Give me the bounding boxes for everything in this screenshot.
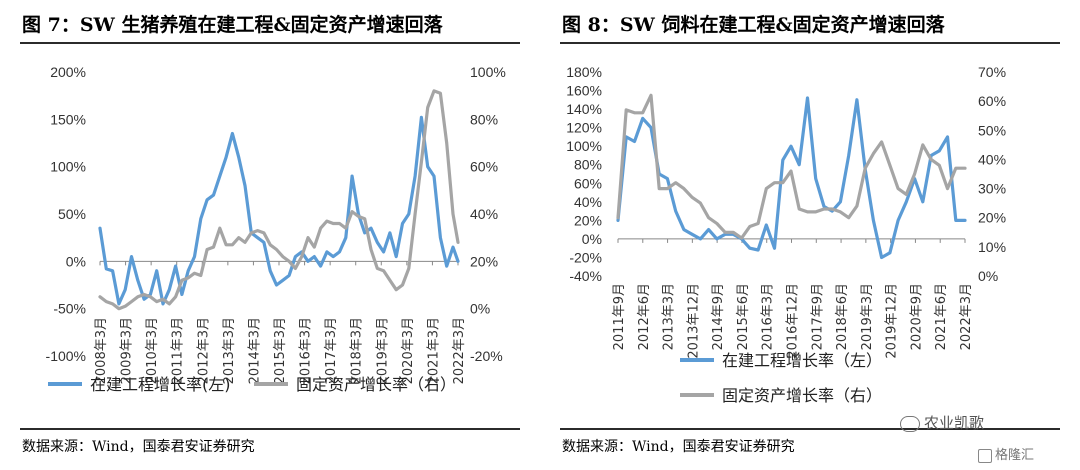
figure-7-chart: 200% 150% 100% 50% 0% -50% -100% 100% 80% 60% 40% 2… <box>46 64 506 394</box>
x-axis-tick-label: 2017年3月 <box>324 317 339 384</box>
left-axis-tick-label: -100% <box>46 348 86 364</box>
logo: 格隆汇 <box>978 444 1034 463</box>
right-axis-tick-label: 30% <box>978 181 1006 197</box>
left-axis-tick-label: -50% <box>53 301 86 317</box>
series-line-fixed-assets <box>616 93 967 240</box>
x-axis-tick-label: 2017年9月 <box>810 283 825 350</box>
right-axis-tick-label: 70% <box>978 64 1006 80</box>
left-axis-tick-label: 140% <box>566 101 602 117</box>
x-axis-tick-label: 2012年3月 <box>196 317 211 384</box>
x-axis-tick-label: 2011年9月 <box>612 283 627 350</box>
right-axis-tick-label: 10% <box>978 239 1006 255</box>
watermark-text: 农业凯歌 <box>924 414 985 432</box>
x-axis-tick-label: 2011年3月 <box>171 317 186 384</box>
x-axis-tick-label: 2014年9月 <box>711 283 726 350</box>
left-axis-tick-label: 150% <box>50 111 86 127</box>
left-axis-tick-label: 120% <box>566 120 602 136</box>
x-axis-tick-label: 2019年3月 <box>375 317 390 384</box>
x-axis-tick-label: 2020年3月 <box>401 317 416 384</box>
x-axis-tick-label: 2012年6月 <box>637 283 652 350</box>
left-axis-tick-label: 50% <box>58 206 86 222</box>
left-axis-tick-label: 200% <box>50 64 86 80</box>
left-axis-tick-label: 180% <box>566 64 602 80</box>
left-axis-tick-label: 100% <box>566 138 602 154</box>
series-line-fixed-assets <box>98 89 460 311</box>
right-axis-tick-label: 20% <box>978 210 1006 226</box>
title-rule <box>20 42 520 44</box>
x-axis-tick-label: 2014年3月 <box>247 317 262 384</box>
x-axis-tick-label: 2018年3月 <box>350 317 365 384</box>
right-axis-tick-label: 40% <box>978 151 1006 167</box>
x-axis-tick-label: 2022年3月 <box>452 317 467 384</box>
logo-icon <box>978 448 992 463</box>
x-axis-tick-label: 2016年12月 <box>786 283 801 359</box>
figure-8-title: 图 8：SW 饲料在建工程&固定资产增速回落 <box>562 14 945 36</box>
figure-7-panel: 图 7：SW 生猪养殖在建工程&固定资产增速回落 200% 150% 100% 50%… <box>20 14 520 455</box>
x-axis-tick-label: 2018年6月 <box>835 283 850 350</box>
left-axis-tick-label: -40% <box>569 268 602 284</box>
right-axis-tick-label: 50% <box>978 122 1006 138</box>
series-line-construction <box>98 115 460 306</box>
x-axis-tick-label: 2016年3月 <box>761 283 776 350</box>
x-axis-tick-label: 2013年3月 <box>222 317 237 384</box>
left-axis-tick-label: 100% <box>50 159 86 175</box>
source-rule <box>560 428 1060 430</box>
right-axis-tick-label: 80% <box>470 111 498 127</box>
wechat-icon <box>900 415 920 432</box>
x-axis-tick-label: 2021年6月 <box>934 283 949 350</box>
figure-7-source: 数据来源：Wind，国泰君安证券研究 <box>22 439 255 455</box>
x-axis-tick-label: 2022年3月 <box>959 283 974 350</box>
x-axis-tick-label: 2008年3月 <box>94 317 109 384</box>
source-rule <box>20 428 520 430</box>
legend-label: 固定资产增长率（右） <box>722 386 882 405</box>
x-axis-tick-label: 2010年3月 <box>145 317 160 384</box>
legend-label: 在建工程增长率（左） <box>722 351 882 370</box>
title-rule <box>560 42 1060 44</box>
x-axis-tick-label: 2019年3月 <box>860 283 875 350</box>
x-axis-tick-label: 2019年12月 <box>885 283 900 359</box>
left-axis-tick-label: 40% <box>574 194 602 210</box>
left-axis-tick-label: 20% <box>574 212 602 228</box>
x-axis-tick-label: 2015年6月 <box>736 283 751 350</box>
x-axis-tick-label: 2009年3月 <box>120 317 135 384</box>
left-axis-tick-label: 0% <box>66 253 86 269</box>
figure-8-chart: 180% 160% 140% 120% 100% 80% 60% 40% 20% 0% -20% -4… <box>566 64 1006 405</box>
right-axis-tick-label: 60% <box>978 93 1006 109</box>
figure-8-panel: 图 8：SW 饲料在建工程&固定资产增速回落 180% 160% 140% 120% 1… <box>540 0 1080 470</box>
x-axis-tick-label: 2016年3月 <box>299 317 314 384</box>
left-axis-tick-label: 80% <box>574 157 602 173</box>
right-axis-tick-label: 20% <box>470 253 498 269</box>
right-axis-tick-label: -20% <box>470 348 503 364</box>
figure-7-title: 图 7：SW 生猪养殖在建工程&固定资产增速回落 <box>22 14 443 36</box>
watermark: 农业凯歌 <box>900 412 984 433</box>
legend-label: 在建工程增长率(左) <box>90 375 231 394</box>
left-axis-tick-label: 160% <box>566 83 602 99</box>
right-axis-tick-label: 0% <box>978 268 998 284</box>
right-axis-tick-label: 100% <box>470 64 506 80</box>
x-axis-tick-label: 2015年3月 <box>273 317 288 384</box>
x-axis-tick-label: 2021年3月 <box>426 317 441 384</box>
left-axis-tick-label: 0% <box>582 231 602 247</box>
figure-8-source: 数据来源：Wind，国泰君安证券研究 <box>562 439 795 455</box>
left-axis-tick-label: 60% <box>574 175 602 191</box>
x-axis-tick-label: 2020年9月 <box>909 283 924 350</box>
left-axis-tick-label: -20% <box>569 249 602 265</box>
right-axis-tick-label: 40% <box>470 206 498 222</box>
series-line-construction <box>616 96 967 260</box>
logo-text: 格隆汇 <box>995 448 1035 463</box>
x-axis-tick-label: 2013年3月 <box>662 283 677 350</box>
x-axis-tick-label: 2013年12月 <box>686 283 701 359</box>
right-axis-tick-label: 0% <box>470 301 490 317</box>
legend-label: 固定资产增长率（右） <box>296 375 456 394</box>
right-axis-tick-label: 60% <box>470 159 498 175</box>
